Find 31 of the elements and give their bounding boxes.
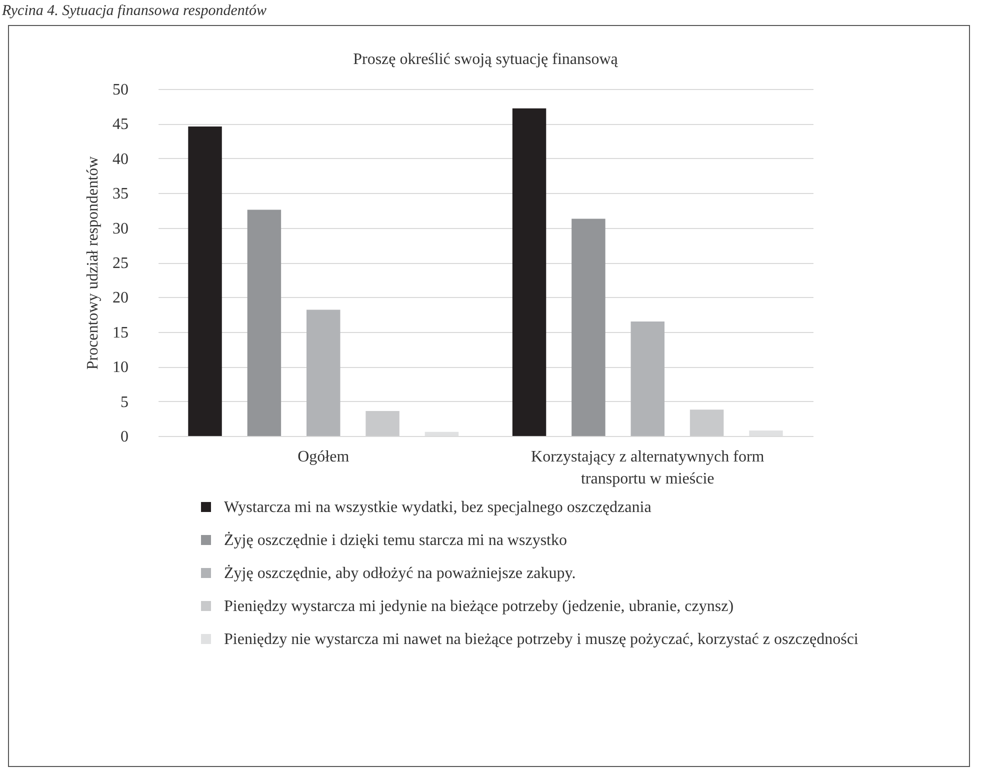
y-tick-label: 30 (112, 220, 128, 238)
bar (630, 321, 664, 436)
bar (247, 210, 282, 436)
legend-label: Pieniędzy nie wystarcza mi nawet na bieżące potrzeby i muszę pożyczać, korzystać z oszczędności (224, 631, 859, 648)
bar (188, 126, 222, 436)
text: Rycina 4. Sytuacja finansowa respondentów (2, 2, 267, 20)
y-tick-label: 20 (112, 290, 128, 307)
legend-label: Wystarcza mi na wszystkie wydatki, bez specjalnego oszczędzania (224, 499, 652, 516)
bar (572, 218, 606, 436)
bar (512, 108, 546, 436)
x-tick-label: Ogółem (298, 448, 350, 466)
y-tick-label: 45 (112, 116, 128, 134)
y-tick-label: 40 (112, 150, 128, 168)
bar (424, 432, 459, 436)
legend-label: Żyję oszczędnie i dzięki temu starcza mi na wszystko (224, 531, 567, 549)
y-axis-title: Procentowy udział respondentów (84, 156, 102, 370)
legend-label: Pieniędzy wystarcza mi jedynie na bieżące potrzeby (jedzenie, ubranie, czynsz) (224, 598, 734, 615)
x-tick-label: Korzystający z alternatywnych form transportu w mieście (531, 448, 765, 488)
legend-label: Żyję oszczędnie, aby odłożyć na poważniejsze zakupy. (224, 564, 576, 582)
y-tick-label: 0 (120, 428, 128, 446)
y-tick-label: 35 (112, 186, 128, 203)
bar (306, 310, 340, 436)
bar (366, 411, 400, 436)
y-tick-label: 15 (112, 324, 128, 342)
y-tick-label: 50 (112, 82, 128, 98)
y-tick-label: 5 (120, 394, 128, 411)
chart-title: Proszę określić swoją sytuację finansową (353, 51, 619, 68)
y-tick-label: 10 (112, 359, 128, 376)
bar (690, 410, 724, 436)
y-tick-label: 25 (112, 255, 128, 272)
bar (749, 430, 783, 436)
